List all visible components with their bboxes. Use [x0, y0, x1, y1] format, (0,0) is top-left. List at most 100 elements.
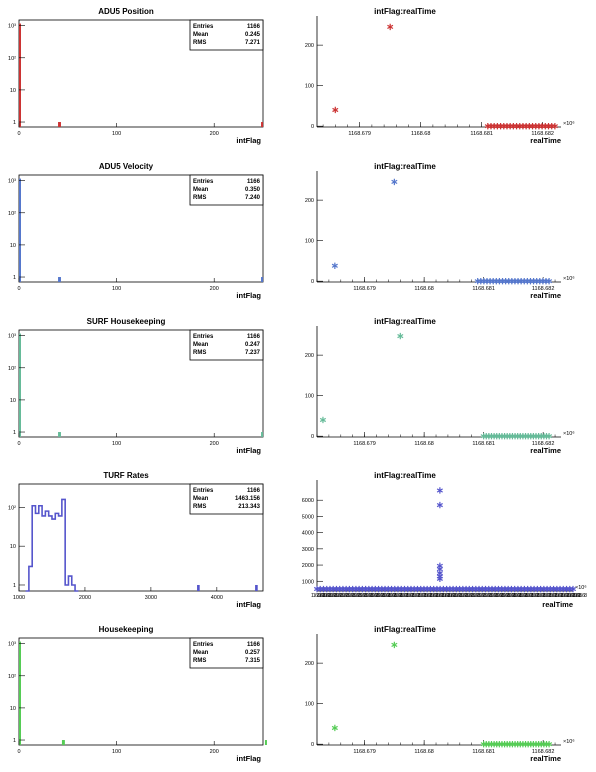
stats-label-mean: Mean	[193, 650, 209, 656]
stats-label-entries: Entries	[193, 642, 214, 648]
hist-panel-4: SURF Housekeeping 0 100 200 1 10 10² 10³ intFlag…	[8, 317, 264, 455]
x-axis-label: intFlag	[236, 754, 261, 763]
stats-value-mean: 1463.156	[235, 496, 261, 502]
x-tick-label: 200	[210, 286, 219, 292]
data-point-dense-0	[484, 122, 491, 130]
y-tick-label: 0	[311, 742, 314, 748]
hist-bar-0	[19, 23, 21, 127]
x-crowded-tick-label: 1168.68	[502, 593, 516, 599]
x-multiplier: ×10⁶	[563, 275, 575, 282]
stats-label-entries: Entries	[193, 24, 214, 30]
scatter-title: intFlag:realTime	[374, 471, 436, 480]
stats-label-mean: Mean	[193, 342, 209, 348]
y-tick-label: 200	[305, 43, 314, 49]
stats-label-rms: RMS	[193, 504, 206, 510]
x-crowded-tick-label: 1168.68	[448, 593, 462, 599]
x-crowded-tick-label: 1168.68	[347, 593, 361, 599]
hist-title: Housekeeping	[99, 625, 154, 634]
y-tick-label: 1	[13, 120, 16, 126]
x-tick-label: 1168.68	[414, 749, 433, 755]
stats-value-entries: 1166	[247, 642, 261, 648]
x-crowded-tick-label: 1168.68	[388, 593, 402, 599]
stats-box	[189, 174, 264, 206]
hist-bar-1	[58, 277, 61, 282]
x-crowded-tick-label: 1168.68	[359, 593, 373, 599]
x-tick-label: 0	[17, 286, 20, 292]
y-tick-label: 100	[305, 702, 314, 708]
y-tick-label: 100	[305, 394, 314, 400]
data-point-dense-2	[491, 122, 498, 130]
stats-box	[189, 483, 264, 515]
data-point-dense-23	[546, 277, 553, 285]
x-tick-label: 1000	[13, 595, 25, 601]
x-crowded-tick-label: 1168.68	[335, 593, 349, 599]
x-crowded-tick-label: 1168.68	[442, 593, 456, 599]
x-tick-label: 200	[210, 749, 219, 755]
data-point-dense-5	[500, 122, 507, 130]
scatter-panel-7: intFlag:realTime 1000 2000 3000 4000 5000 6000…	[302, 471, 588, 609]
x-multiplier: ×10⁶	[575, 584, 587, 591]
data-point-1	[397, 332, 404, 340]
x-crowded-tick-label: 1168.68	[454, 593, 468, 599]
hist-bar-2	[261, 277, 264, 282]
x-axis-label: realTime	[530, 291, 561, 300]
stats-value-entries: 1166	[247, 24, 261, 30]
x-crowded-tick-label: 1168.68	[460, 593, 474, 599]
stats-label-entries: Entries	[193, 488, 214, 494]
x-crowded-tick-label: 1168.68	[543, 593, 557, 599]
plot-frame	[18, 483, 264, 592]
hist-bar-1	[255, 584, 258, 591]
x-crowded-tick-label: 1168.68	[567, 593, 581, 599]
data-point-dense-10	[516, 122, 523, 130]
x-tick-label: 1168.679	[353, 441, 376, 447]
x-crowded-tick-label: 1168.68	[317, 593, 331, 599]
x-axis-label: intFlag	[236, 291, 261, 300]
data-point-dense-16	[535, 122, 542, 130]
x-tick-label: 0	[17, 749, 20, 755]
x-tick-label: 100	[112, 131, 121, 137]
stats-label-mean: Mean	[193, 496, 209, 502]
x-crowded-tick-label: 1168.68	[531, 593, 545, 599]
y-tick-label: 10	[10, 544, 16, 550]
hist-bar-0	[197, 584, 200, 591]
x-crowded-tick-label: 1168.68	[466, 593, 480, 599]
data-point-dense-6	[503, 122, 511, 130]
x-axis-label: realTime	[542, 600, 573, 609]
x-tick-label: 1168.68	[411, 131, 430, 137]
data-point-6	[436, 575, 443, 583]
x-axis-label: realTime	[530, 446, 561, 455]
hist-bar-0	[19, 641, 21, 745]
hist-bar-2	[261, 122, 264, 127]
x-tick-label: 0	[17, 441, 20, 447]
x-multiplier: ×10⁶	[563, 120, 575, 127]
x-crowded-tick-label: 1168.68	[478, 593, 492, 599]
y-tick-label: 10	[10, 243, 16, 249]
x-crowded-tick-label: 1168.68	[490, 593, 504, 599]
stats-value-rms: 7.237	[245, 350, 261, 356]
x-crowded-tick-label: 1168.68	[353, 593, 367, 599]
y-tick-label: 100	[305, 239, 314, 245]
y-tick-label: 0	[311, 124, 314, 130]
data-point-1	[436, 501, 443, 509]
data-point-0	[332, 106, 339, 114]
scatter-title: intFlag:realTime	[374, 317, 436, 326]
stats-label-rms: RMS	[193, 40, 206, 46]
x-tick-label: 1168.681	[470, 131, 493, 137]
stats-label-entries: Entries	[193, 334, 214, 340]
x-crowded-tick-label: 1168.68	[430, 593, 444, 599]
y-tick-label: 10²	[8, 505, 16, 511]
data-point-1	[391, 641, 398, 649]
x-crowded-tick-label: 1168.68	[341, 593, 355, 599]
hist-outline	[25, 498, 79, 592]
data-point-dense-19	[545, 122, 552, 130]
x-tick-label: 1168.682	[532, 441, 555, 447]
data-point-dense-25	[546, 740, 553, 748]
y-tick-label: 1	[13, 583, 16, 589]
y-tick-label: 4000	[302, 531, 314, 537]
x-axis-label: realTime	[530, 136, 561, 145]
hist-panel-0: ADU5 Position 0 100 200 1 10 10² 10³ intFlag Entr…	[8, 7, 264, 145]
y-tick-label: 10	[10, 398, 16, 404]
